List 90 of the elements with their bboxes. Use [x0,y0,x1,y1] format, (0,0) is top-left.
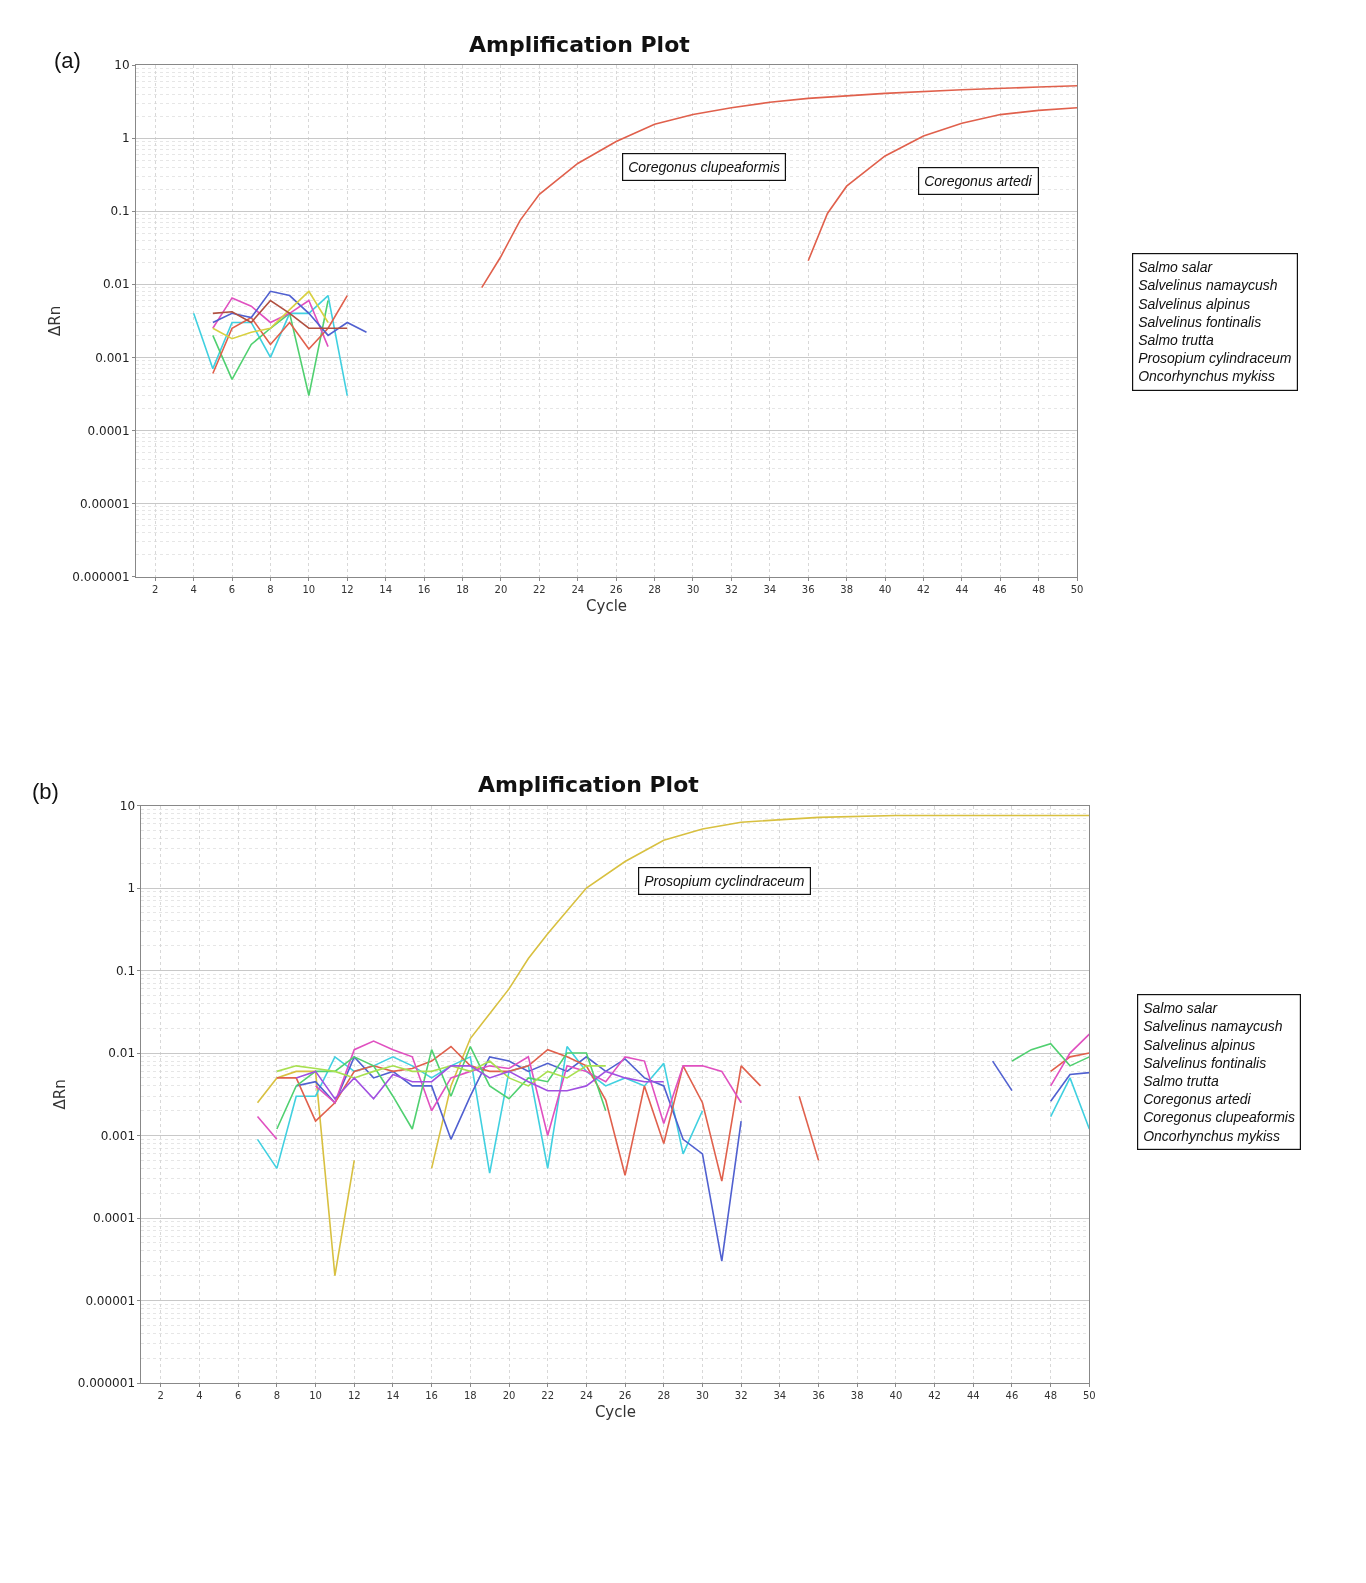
x-tick-label: 50 [1082,1390,1096,1402]
x-tick-label: 20 [494,583,508,595]
chart-title: Amplification Plot [478,772,700,797]
x-tick-label: 2 [152,583,159,595]
y-tick-label: 0.0001 [87,423,130,438]
x-tick-label: 42 [917,583,930,595]
x-tick-label: 26 [618,1390,632,1402]
x-tick-label: 8 [267,583,274,595]
x-tick-label: 14 [379,583,393,595]
x-tick-label: 46 [1005,1390,1019,1402]
x-tick-label: 32 [725,583,738,595]
y-tick-label: 0.01 [102,277,130,292]
line-series [276,1060,607,1087]
y-tick-label: 0.01 [108,1046,136,1061]
x-tick-label: 38 [840,583,854,595]
y-tick-label: 0.000001 [77,1376,136,1391]
chart-title: Amplification Plot [469,32,691,57]
y-tick-label: 0.0001 [93,1211,136,1226]
x-tick-label: 44 [955,583,969,595]
x-tick-label: 34 [773,1390,787,1402]
y-tick-label: 1 [121,131,130,146]
y-tick-label: 1 [127,881,136,896]
x-tick-label: 6 [234,1390,242,1402]
x-tick-label: 22 [532,583,546,595]
x-tick-label: 2 [157,1390,164,1402]
x-tick-label: 16 [417,583,431,595]
y-tick-label: 0.001 [100,1128,136,1143]
line-series [212,299,329,397]
x-tick-label: 30 [686,583,700,595]
annotation: Prosopium cyclindraceum [644,873,805,890]
text: Salmo salar Salvelinus namaycush Salvelinus alpinus Salvelinus fontinalis Salmo trutta Coregonus artedi Coregonus clupeaformis Oncorhynchus mykiss [1143,1000,1295,1144]
text: Salmo salar Salvelinus namaycush Salvelinus alpinus Salvelinus fontinalis Salmo trutta Prosopium cylindraceum Oncorhynchus mykiss [1138,259,1292,385]
x-tick-label: 32 [734,1390,748,1402]
x-axis-title: Cycle [594,1403,636,1422]
x-tick-label: 40 [878,583,892,595]
x-tick-label: 24 [571,583,585,595]
x-tick-label: 12 [347,1390,361,1402]
y-axis-title: ΔRn [51,1079,70,1110]
line-series [295,1065,665,1100]
y-tick-label: 0.00001 [79,496,130,511]
x-tick-label: 44 [966,1390,980,1402]
x-tick-label: 38 [850,1390,864,1402]
x-tick-label: 18 [456,583,469,595]
y-tick-label: 0.000001 [72,569,130,584]
x-tick-label: 6 [228,583,236,595]
x-tick-label: 26 [609,583,623,595]
x-tick-label: 4 [190,583,197,595]
y-tick-label: 10 [119,798,136,813]
x-axis-title: Cycle [586,596,628,615]
x-tick-label: 30 [696,1390,709,1402]
x-tick-label: 42 [928,1390,941,1402]
x-tick-label: 20 [502,1390,516,1402]
x-tick-label: 40 [889,1390,903,1402]
y-tick-label: 0.00001 [85,1293,136,1308]
x-tick-label: 12 [340,583,354,595]
x-tick-label: 36 [812,1390,825,1402]
x-tick-label: 4 [196,1390,203,1402]
text: (b) [32,779,59,804]
text: (a) [54,48,81,73]
x-tick-label: 14 [386,1390,400,1402]
x-tick-label: 16 [425,1390,438,1402]
y-tick-label: 0.1 [115,963,136,978]
x-tick-label: 34 [763,583,777,595]
x-tick-label: 48 [1032,583,1046,595]
line-series [807,107,1078,262]
x-tick-label: 50 [1070,583,1084,595]
line-series [212,297,329,348]
x-tick-label: 48 [1044,1390,1058,1402]
x-tick-label: 22 [541,1390,555,1402]
line-series [212,290,329,340]
x-tick-label: 18 [463,1390,477,1402]
x-tick-label: 10 [309,1390,322,1402]
line-series [212,294,349,375]
y-tick-label: 0.1 [110,204,130,219]
x-tick-label: 36 [801,583,815,595]
line-series [212,290,368,337]
x-tick-label: 46 [993,583,1007,595]
x-tick-label: 24 [580,1390,593,1402]
line-series [212,299,349,330]
x-tick-label: 28 [657,1390,671,1402]
annotation: Coregonus artedi [924,173,1033,190]
line-series [192,294,349,397]
x-tick-label: 10 [302,583,316,595]
y-tick-label: 0.001 [95,350,130,365]
x-tick-label: 28 [648,583,661,595]
line-series [480,85,1078,289]
annotation: Coregonus clupeaformis [628,159,780,176]
x-tick-label: 8 [273,1390,281,1402]
y-axis-title: ΔRn [45,305,64,336]
y-tick-label: 10 [114,58,130,73]
